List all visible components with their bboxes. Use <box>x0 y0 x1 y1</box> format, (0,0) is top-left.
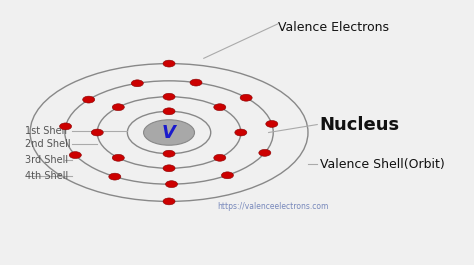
Text: Valence Electrons: Valence Electrons <box>278 21 389 34</box>
Text: 1st Shell: 1st Shell <box>26 126 68 136</box>
Circle shape <box>163 165 175 172</box>
Circle shape <box>214 104 226 111</box>
Circle shape <box>163 93 175 100</box>
Circle shape <box>235 129 247 136</box>
Circle shape <box>221 172 234 179</box>
Circle shape <box>69 152 82 158</box>
Text: 3rd Shell: 3rd Shell <box>26 155 69 165</box>
Circle shape <box>112 154 124 161</box>
Circle shape <box>91 129 103 136</box>
Circle shape <box>163 108 175 115</box>
Circle shape <box>259 149 271 156</box>
Circle shape <box>109 173 121 180</box>
Circle shape <box>163 60 175 67</box>
Text: 4th Shell: 4th Shell <box>26 171 69 181</box>
Text: V: V <box>162 123 176 142</box>
Circle shape <box>214 154 226 161</box>
Circle shape <box>266 121 278 127</box>
Circle shape <box>112 104 124 111</box>
Circle shape <box>240 94 252 101</box>
Circle shape <box>60 123 72 130</box>
Circle shape <box>131 80 143 87</box>
Text: Valence Shell(Orbit): Valence Shell(Orbit) <box>319 158 444 171</box>
Circle shape <box>190 79 202 86</box>
Circle shape <box>82 96 95 103</box>
Circle shape <box>165 181 178 188</box>
Text: https://valenceelectrons.com: https://valenceelectrons.com <box>218 202 329 211</box>
Text: Nucleus: Nucleus <box>319 116 400 134</box>
Text: 2nd Shell: 2nd Shell <box>26 139 71 149</box>
Circle shape <box>163 150 175 157</box>
Ellipse shape <box>144 120 194 145</box>
Circle shape <box>163 198 175 205</box>
